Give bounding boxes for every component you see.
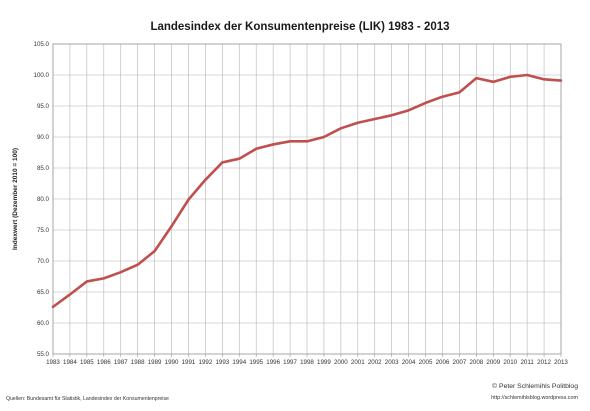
x-tick-label: 2006 bbox=[436, 359, 450, 366]
data-point-2011 bbox=[526, 73, 529, 77]
x-tick-label: 1986 bbox=[97, 359, 111, 366]
x-tick-label: 1995 bbox=[249, 359, 263, 366]
x-tick-label: 1990 bbox=[165, 359, 179, 366]
y-tick-label: 60.0 bbox=[37, 320, 50, 327]
data-point-2003 bbox=[390, 114, 393, 117]
blog-url: http://schlemihlsblog.wordpress.com bbox=[491, 395, 578, 401]
x-tick-label: 1983 bbox=[46, 359, 60, 366]
data-point-1993 bbox=[221, 161, 224, 164]
data-point-1988 bbox=[136, 263, 139, 266]
x-tick-label: 1994 bbox=[232, 359, 246, 366]
x-tick-label: 2009 bbox=[486, 359, 500, 366]
data-point-1992 bbox=[204, 178, 207, 181]
y-tick-label: 65.0 bbox=[37, 289, 50, 296]
x-tick-label: 2008 bbox=[469, 359, 483, 366]
data-point-1990 bbox=[170, 225, 173, 228]
x-tick-label: 2012 bbox=[537, 359, 551, 366]
data-point-2004 bbox=[407, 109, 410, 112]
y-tick-label: 70.0 bbox=[37, 258, 50, 265]
data-point-1985 bbox=[85, 280, 88, 283]
x-tick-label: 2007 bbox=[453, 359, 467, 366]
data-point-1998 bbox=[305, 140, 309, 143]
data-point-1994 bbox=[238, 157, 241, 160]
x-tick-label: 2004 bbox=[402, 359, 416, 366]
data-point-2002 bbox=[373, 117, 376, 121]
data-point-2012 bbox=[542, 78, 546, 81]
chart-title: Landesindex der Konsumentenpreise (LIK) … bbox=[150, 21, 449, 33]
x-axis-ticks: 1983 1984 1985 1986 1987 1988 1989 1990 1991 1992… bbox=[46, 359, 568, 366]
x-tick-label: 2001 bbox=[351, 359, 365, 366]
x-tick-label: 2010 bbox=[503, 359, 517, 366]
x-tick-label: 1999 bbox=[317, 359, 331, 366]
data-point-1989 bbox=[153, 249, 156, 253]
copyright-note: © Peter Schlemihls Politblog bbox=[492, 383, 578, 390]
data-point-1991 bbox=[187, 198, 190, 201]
data-point-2009 bbox=[492, 80, 495, 83]
data-point-2000 bbox=[339, 127, 342, 130]
data-point-2013 bbox=[559, 79, 563, 82]
data-point-2010 bbox=[509, 75, 512, 78]
data-point-1995 bbox=[255, 147, 258, 150]
x-tick-label: 2000 bbox=[334, 359, 348, 366]
x-tick-label: 1985 bbox=[80, 359, 94, 366]
x-tick-label: 1984 bbox=[63, 359, 77, 366]
data-point-1984 bbox=[68, 293, 72, 296]
data-point-2005 bbox=[424, 101, 427, 104]
x-tick-label: 2013 bbox=[554, 359, 568, 366]
x-tick-label: 1998 bbox=[300, 359, 314, 366]
data-point-1999 bbox=[322, 135, 326, 139]
x-tick-label: 1987 bbox=[114, 359, 128, 366]
y-axis-label: Indexwert (Dezember 2010 = 100) bbox=[12, 148, 19, 250]
x-tick-label: 1993 bbox=[215, 359, 229, 366]
y-tick-label: 100.0 bbox=[34, 72, 50, 79]
source-note: Quellen: Bundesamt für Statistik, Landes… bbox=[6, 396, 169, 402]
x-tick-label: 1997 bbox=[283, 359, 297, 366]
x-tick-label: 2005 bbox=[419, 359, 433, 366]
x-tick-label: 2002 bbox=[368, 359, 382, 366]
data-point-2008 bbox=[475, 77, 478, 80]
data-point-2007 bbox=[458, 91, 461, 94]
y-tick-label: 80.0 bbox=[37, 196, 50, 203]
data-point-1986 bbox=[102, 277, 105, 280]
y-tick-label: 75.0 bbox=[37, 227, 50, 234]
y-tick-label: 95.0 bbox=[37, 103, 50, 110]
y-tick-label: 105.0 bbox=[34, 41, 50, 48]
y-axis-ticks: 55.0 60.0 65.0 70.0 75.0 80.0 85.0 90.0 95.0 100.… bbox=[34, 41, 50, 358]
x-tick-label: 2003 bbox=[385, 359, 399, 366]
x-tick-label: 1992 bbox=[199, 359, 213, 366]
data-point-1996 bbox=[272, 143, 275, 146]
data-point-1997 bbox=[288, 140, 292, 143]
data-point-1987 bbox=[119, 271, 122, 274]
y-tick-label: 85.0 bbox=[37, 165, 50, 172]
data-point-2001 bbox=[356, 121, 359, 124]
data-point-2006 bbox=[441, 95, 444, 98]
plot-area bbox=[52, 43, 562, 355]
x-tick-label: 1989 bbox=[148, 359, 162, 366]
x-tick-label: 2011 bbox=[520, 359, 534, 366]
x-tick-label: 1988 bbox=[131, 359, 145, 366]
x-tick-label: 1991 bbox=[182, 359, 196, 366]
y-tick-label: 90.0 bbox=[37, 134, 50, 141]
chart-grid bbox=[52, 43, 562, 357]
x-tick-label: 1996 bbox=[266, 359, 280, 366]
y-tick-label: 55.0 bbox=[37, 351, 50, 358]
chart-series bbox=[51, 73, 563, 309]
data-point-1983 bbox=[51, 305, 55, 308]
